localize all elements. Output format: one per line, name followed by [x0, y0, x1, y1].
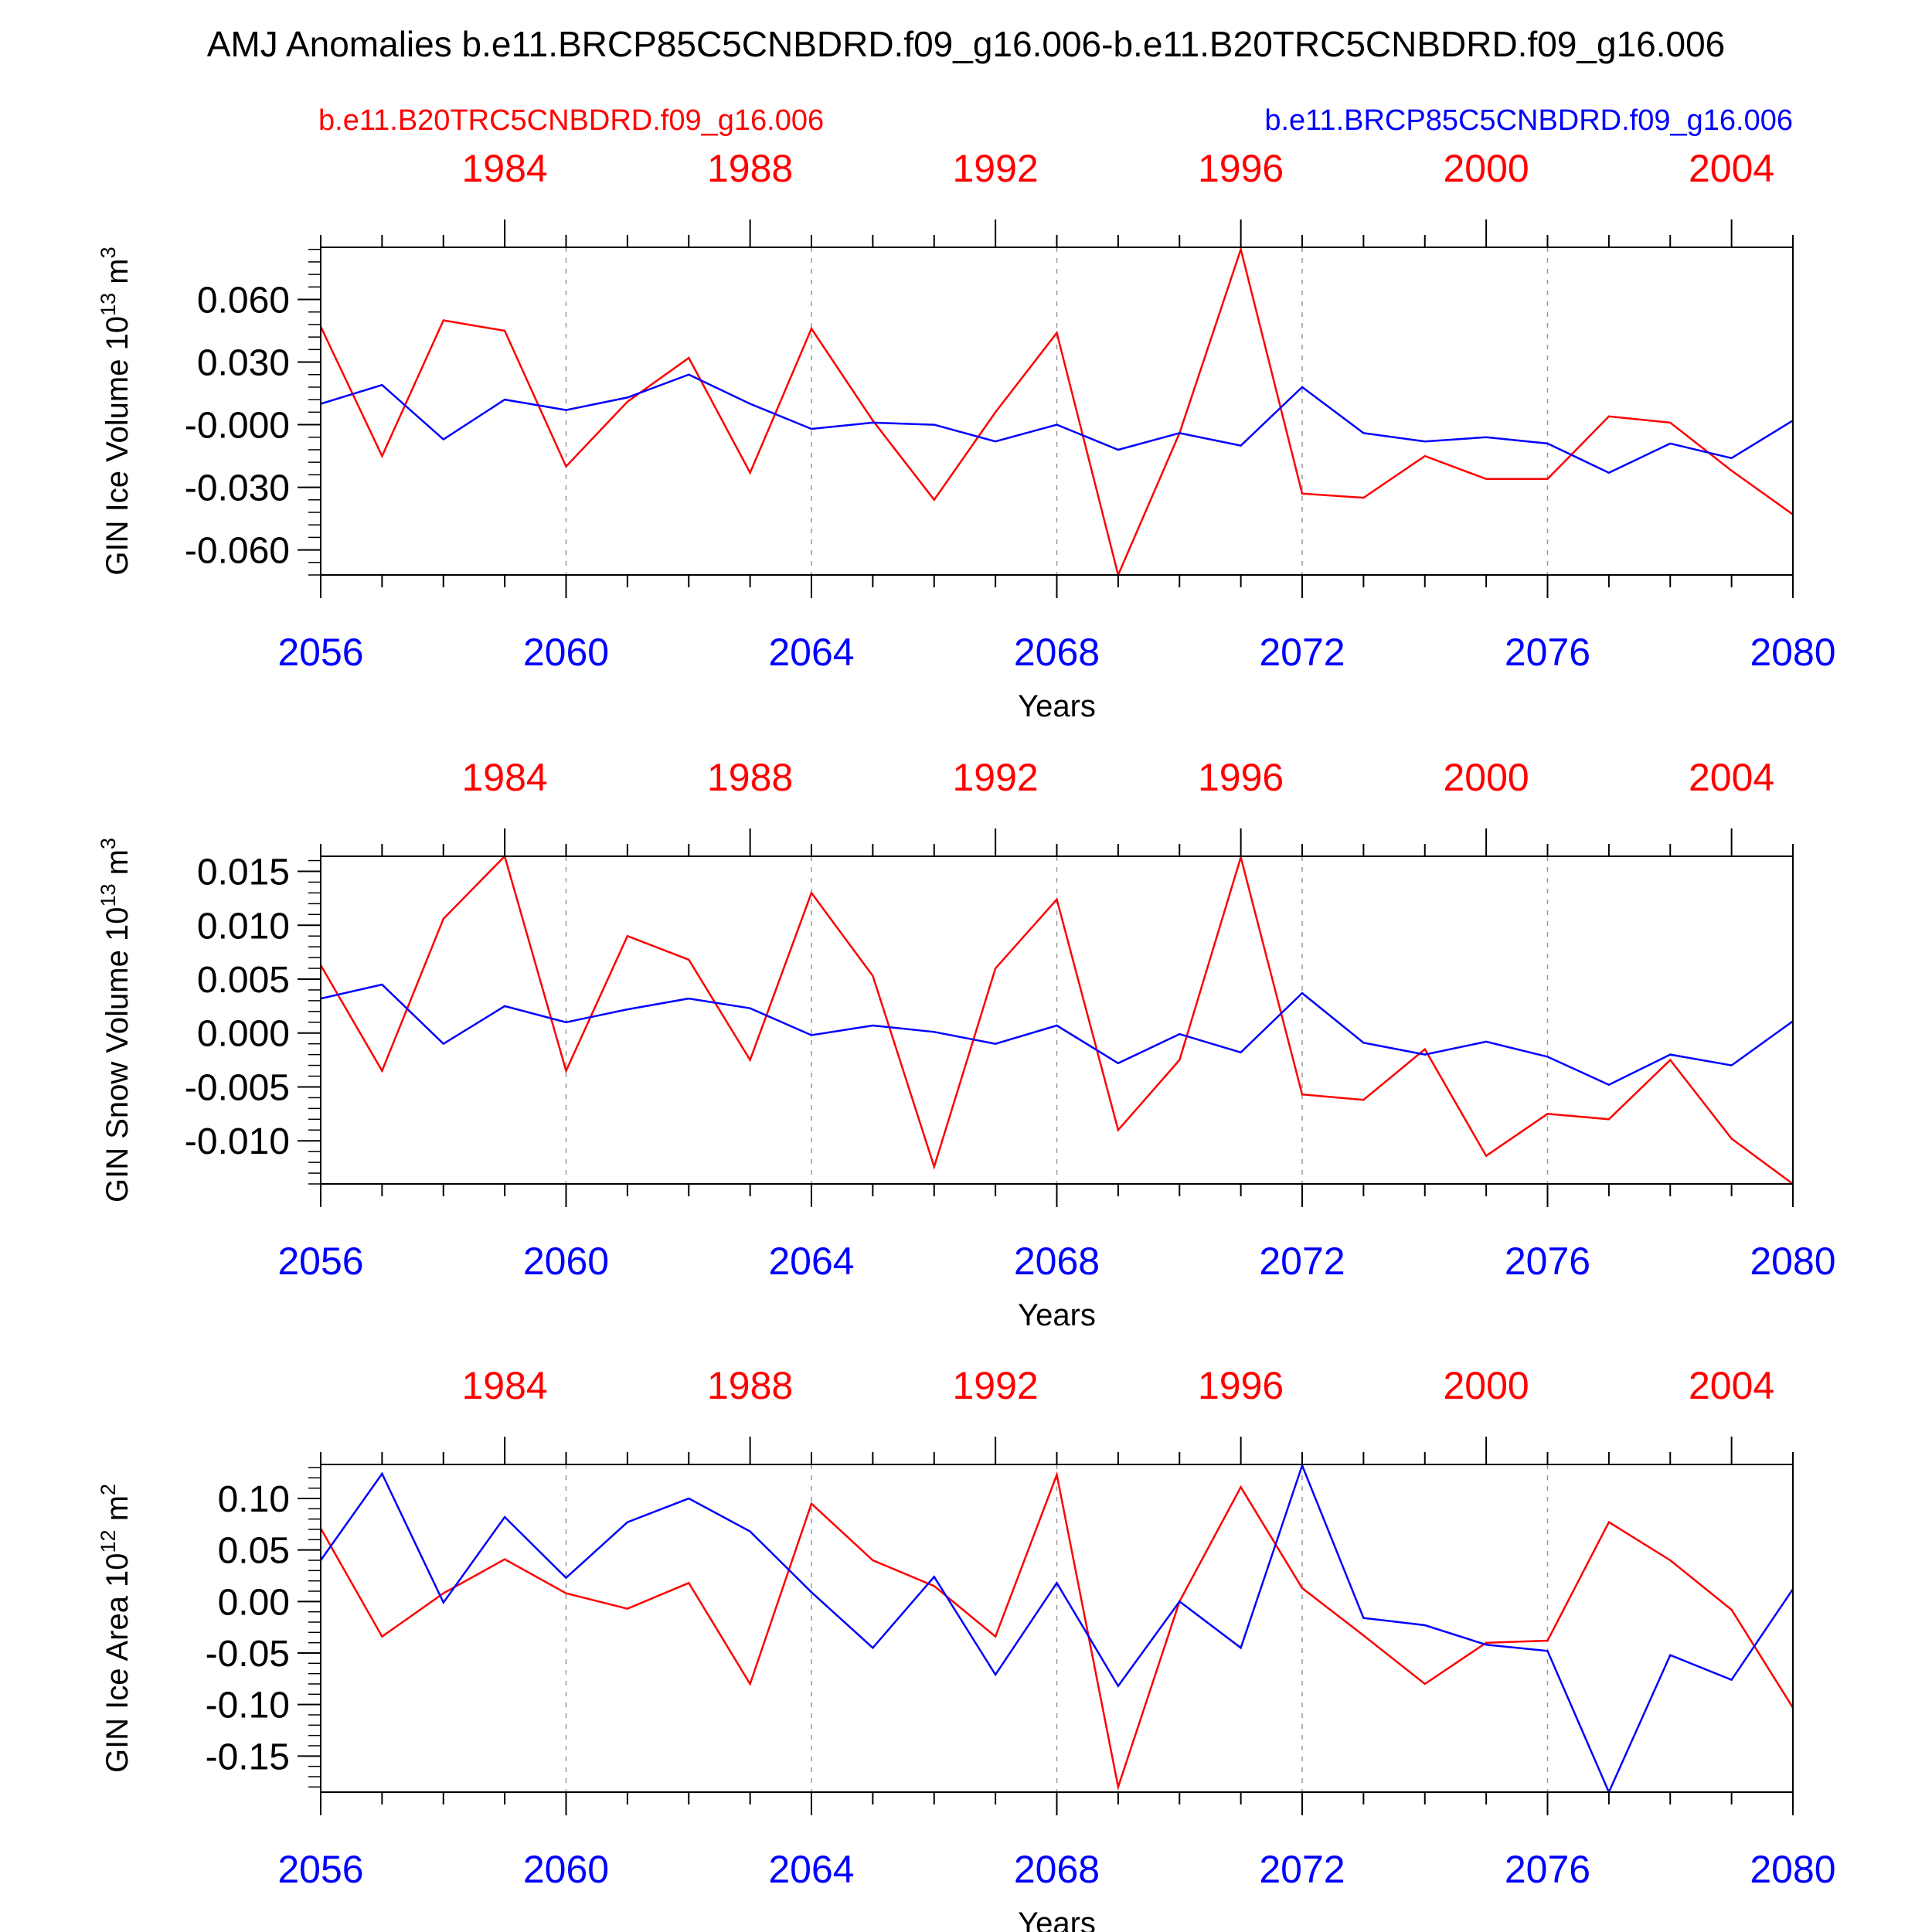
x-tick-label: 2064: [768, 631, 854, 674]
y-tick-label: 0.015: [197, 852, 290, 893]
red-series-line: [321, 1471, 1793, 1791]
x-tick-label: 2072: [1259, 1848, 1345, 1891]
top-tick-label: 2000: [1444, 147, 1529, 190]
blue-series-line: [321, 373, 1793, 474]
x-tick-label: 2068: [1014, 1240, 1100, 1283]
chart-panel-2: 2056 2060 2064 2068 2072 2076 2080 1984 1988 1992…: [97, 756, 1836, 1332]
y-axis-label: GIN Snow Volume 1013 m3: [97, 838, 134, 1202]
y-axis-label: GIN Ice Volume 1013 m3: [97, 247, 134, 575]
plot-frame: [320, 1464, 1794, 1793]
y-tick-label: -0.15: [206, 1736, 290, 1777]
top-tick-label: 1996: [1198, 756, 1284, 799]
x-tick-label: 2056: [277, 631, 363, 674]
x-tick-label: 2068: [1014, 1848, 1100, 1891]
x-tick-label: 2060: [523, 1240, 609, 1283]
x-tick-label: 2064: [768, 1240, 854, 1283]
x-tick-label: 2060: [523, 1848, 609, 1891]
top-tick-label: 1996: [1198, 147, 1284, 190]
plot-frame: [320, 855, 1794, 1185]
chart-panel-1: 2056 2060 2064 2068 2072 2076 2080 1984 1988 1992…: [97, 147, 1836, 723]
top-tick-label: 1992: [953, 756, 1039, 799]
y-tick-label: -0.05: [206, 1634, 290, 1675]
y-tick-label: -0.000: [185, 406, 290, 447]
blue-series-line: [321, 1464, 1793, 1792]
y-tick-label: 0.030: [197, 343, 290, 384]
top-tick-label: 1988: [707, 147, 793, 190]
x-tick-label: 2072: [1259, 1240, 1345, 1283]
legend-blue-label: b.e11.BRCP85C5CNBDRD.f09_g16.006: [1264, 104, 1793, 137]
y-tick-label: -0.005: [185, 1067, 290, 1108]
top-tick-label: 2004: [1689, 756, 1774, 799]
x-tick-label: 2060: [523, 631, 609, 674]
x-tick-label: 2080: [1750, 1848, 1835, 1891]
y-tick-label: 0.05: [218, 1531, 290, 1572]
top-tick-label: 2000: [1444, 1364, 1529, 1407]
y-tick-label: 0.000: [197, 1014, 290, 1055]
plot-frame: [320, 247, 1794, 576]
x-axis-label: Years: [1018, 689, 1096, 723]
chart-panel-3: 2056 2060 2064 2068 2072 2076 2080 1984 1988 1992…: [97, 1364, 1836, 1932]
x-tick-label: 2080: [1750, 631, 1835, 674]
x-axis-label: Years: [1018, 1298, 1096, 1332]
y-tick-label: 0.10: [218, 1479, 290, 1520]
x-tick-label: 2076: [1505, 1848, 1590, 1891]
top-tick-label: 1996: [1198, 1364, 1284, 1407]
top-tick-label: 1984: [462, 147, 548, 190]
chart-panels: 2056 2060 2064 2068 2072 2076 2080 1984 1988 1992…: [97, 147, 1836, 1932]
legend-red-label: b.e11.B20TRC5CNBDRD.f09_g16.006: [318, 104, 824, 137]
y-tick-label: 0.005: [197, 960, 290, 1001]
x-tick-label: 2076: [1505, 1240, 1590, 1283]
x-tick-label: 2072: [1259, 631, 1345, 674]
top-tick-label: 1992: [953, 147, 1039, 190]
red-series-line: [321, 247, 1793, 575]
top-tick-label: 1984: [462, 1364, 548, 1407]
x-tick-label: 2056: [277, 1240, 363, 1283]
top-tick-label: 1992: [953, 1364, 1039, 1407]
y-tick-label: 0.00: [218, 1582, 290, 1623]
figure-title: AMJ Anomalies b.e11.BRCP85C5CNBDRD.f09_g…: [207, 24, 1726, 64]
y-axis-label: GIN Ice Area 1012 m2: [97, 1484, 134, 1773]
red-series-line: [321, 856, 1793, 1184]
y-tick-label: 0.060: [197, 281, 290, 321]
y-tick-label: -0.030: [185, 468, 290, 509]
top-tick-label: 1988: [707, 1364, 793, 1407]
x-tick-label: 2080: [1750, 1240, 1835, 1283]
top-tick-label: 2004: [1689, 1364, 1774, 1407]
top-tick-label: 1984: [462, 756, 548, 799]
x-tick-label: 2056: [277, 1848, 363, 1891]
y-tick-label: -0.010: [185, 1121, 290, 1162]
top-tick-label: 2004: [1689, 147, 1774, 190]
y-tick-label: -0.10: [206, 1685, 290, 1726]
x-tick-label: 2068: [1014, 631, 1100, 674]
top-tick-label: 1988: [707, 756, 793, 799]
x-tick-label: 2064: [768, 1848, 854, 1891]
top-tick-label: 2000: [1444, 756, 1529, 799]
y-tick-label: -0.060: [185, 531, 290, 572]
x-axis-label: Years: [1018, 1906, 1096, 1932]
y-tick-label: 0.010: [197, 906, 290, 947]
x-tick-label: 2076: [1505, 631, 1590, 674]
blue-series-line: [321, 983, 1793, 1087]
